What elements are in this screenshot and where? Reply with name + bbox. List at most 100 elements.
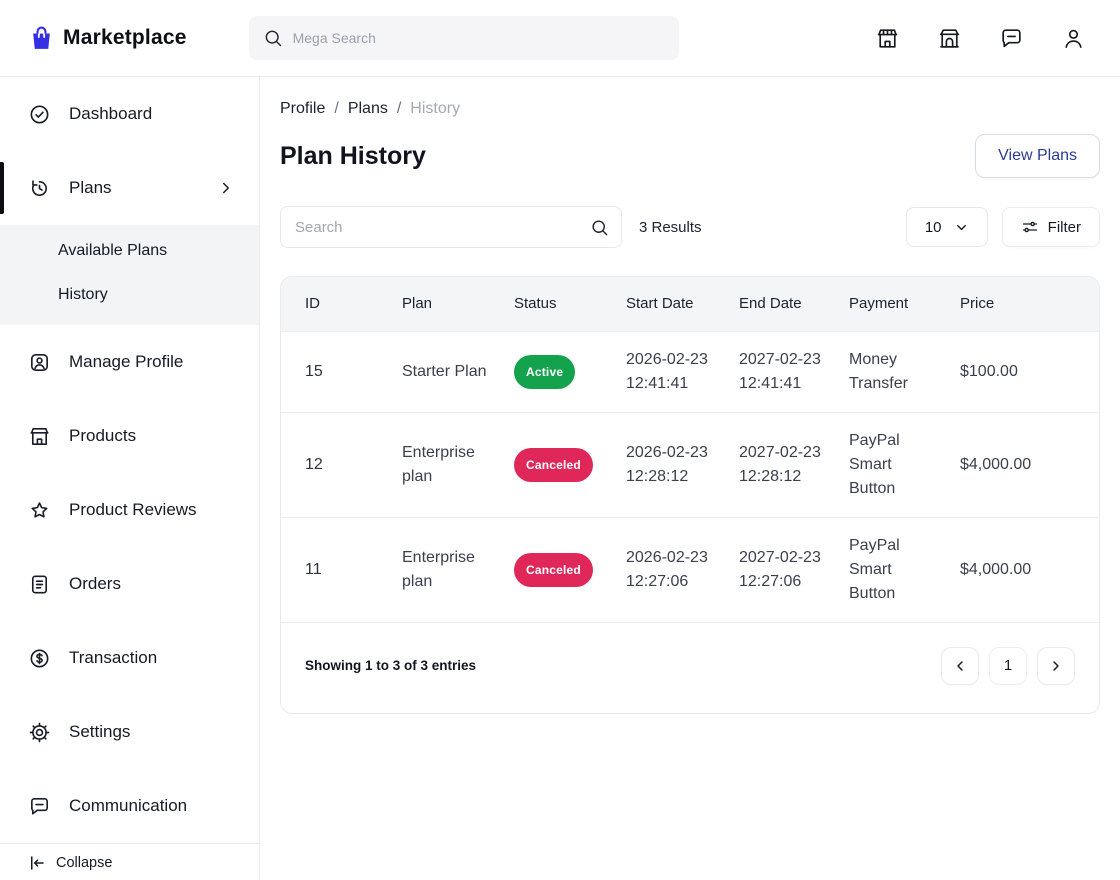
cell-payment: PayPal Smart Button [839, 411, 950, 517]
plans-submenu: Available Plans History [0, 225, 259, 325]
sidebar-item-available-plans[interactable]: Available Plans [0, 229, 259, 273]
sidebar-item-plans[interactable]: Plans [0, 151, 259, 225]
search-icon[interactable] [590, 218, 609, 237]
chevron-right-icon [1048, 658, 1064, 674]
cell-price: $4,000.00 [950, 411, 1099, 517]
search-icon [263, 28, 283, 48]
plan-history-table: ID Plan Status Start Date End Date Payme… [281, 277, 1099, 622]
cell-start-date: 2026-02-23 12:28:12 [616, 411, 729, 517]
breadcrumb-separator: / [334, 100, 339, 117]
document-list-icon [28, 573, 51, 596]
table-search-input[interactable] [295, 218, 590, 236]
topbar-actions [874, 25, 1086, 51]
page-size-select[interactable]: 10 [905, 207, 988, 247]
cell-id: 15 [281, 330, 392, 412]
global-search-input[interactable] [292, 30, 665, 46]
brand-name: Marketplace [63, 26, 187, 49]
cell-plan: Starter Plan [392, 330, 504, 412]
cell-payment: PayPal Smart Button [839, 516, 950, 622]
cell-price: $4,000.00 [950, 516, 1099, 622]
market-icon[interactable] [936, 25, 962, 51]
cell-end-date: 2027-02-23 12:28:12 [729, 411, 839, 517]
sidebar-item-orders[interactable]: Orders [0, 547, 259, 621]
filter-button[interactable]: Filter [1001, 207, 1100, 247]
column-header-start-date: Start Date [626, 295, 694, 313]
pagination: 1 [941, 646, 1075, 685]
status-badge: Canceled [514, 447, 593, 482]
breadcrumb-plans[interactable]: Plans [347, 100, 388, 117]
column-header-id: ID [305, 295, 320, 313]
sidebar-item-label: Transaction [69, 648, 158, 667]
brand-logo[interactable]: Marketplace [28, 25, 187, 52]
cell-start-date: 2026-02-23 12:41:41 [616, 330, 729, 412]
cell-start-date: 2026-02-23 12:27:06 [616, 516, 729, 622]
table-header-row: ID Plan Status Start Date End Date Payme… [281, 277, 1099, 331]
sidebar-item-communication[interactable]: Communication [0, 769, 259, 843]
filter-label: Filter [1047, 218, 1081, 236]
breadcrumb-profile[interactable]: Profile [280, 100, 326, 117]
sidebar-item-label: Plans [69, 178, 112, 197]
next-page-button[interactable] [1037, 646, 1075, 685]
column-header-price: Price [960, 295, 995, 313]
sidebar-item-manage-profile[interactable]: Manage Profile [0, 325, 259, 399]
prev-page-button[interactable] [941, 646, 979, 685]
results-count: 3 Results [639, 218, 702, 236]
breadcrumb-separator: / [396, 100, 402, 117]
sidebar-item-label: Settings [69, 722, 131, 741]
global-search[interactable] [248, 16, 679, 60]
filter-sliders-icon [1021, 218, 1039, 236]
star-icon [28, 499, 51, 522]
chevron-down-icon [954, 220, 969, 235]
cell-payment: Money Transfer [839, 330, 950, 412]
sidebar-item-products[interactable]: Products [0, 399, 259, 473]
table-row: 12 Enterprise plan Canceled 2026-02-23 1… [281, 411, 1099, 517]
dollar-circle-icon [28, 647, 51, 670]
column-header-plan: Plan [402, 295, 433, 313]
table-footer: Showing 1 to 3 of 3 entries 1 [281, 621, 1099, 713]
cell-end-date: 2027-02-23 12:41:41 [729, 330, 839, 412]
storefront-icon[interactable] [874, 25, 900, 51]
status-badge: Canceled [514, 552, 593, 587]
cell-plan: Enterprise plan [392, 411, 504, 517]
sidebar-item-product-reviews[interactable]: Product Reviews [0, 473, 259, 547]
sidebar-item-label: Communication [69, 796, 188, 815]
sidebar-item-label: Manage Profile [69, 352, 184, 371]
cell-end-date: 2027-02-23 12:27:06 [729, 516, 839, 622]
cell-id: 12 [281, 411, 392, 517]
column-header-payment: Payment [849, 295, 909, 313]
sidebar-item-transaction[interactable]: Transaction [0, 621, 259, 695]
sidebar-item-settings[interactable]: Settings [0, 695, 259, 769]
chevron-left-icon [952, 658, 968, 674]
page-number-button[interactable]: 1 [989, 646, 1027, 685]
table-search[interactable] [280, 206, 622, 248]
cell-plan: Enterprise plan [392, 516, 504, 622]
sidebar-item-label: Orders [69, 574, 121, 593]
sidebar-item-history[interactable]: History [0, 273, 259, 317]
plan-history-table-card: ID Plan Status Start Date End Date Payme… [280, 276, 1100, 714]
history-icon [28, 177, 51, 200]
main-content: Profile / Plans / History Plan History V… [260, 77, 1120, 880]
view-plans-button[interactable]: View Plans [975, 134, 1100, 178]
chat-bubble-icon [28, 795, 51, 818]
table-row: 11 Enterprise plan Canceled 2026-02-23 1… [281, 516, 1099, 622]
collapse-arrow-icon [28, 854, 46, 872]
storefront-icon [28, 425, 51, 448]
page-title: Plan History [280, 141, 426, 170]
user-icon[interactable] [1060, 25, 1086, 51]
table-row: 15 Starter Plan Active 2026-02-23 12:41:… [281, 330, 1099, 412]
shopping-bag-icon [28, 25, 55, 52]
status-badge: Active [514, 354, 576, 389]
sidebar-collapse-button[interactable]: Collapse [0, 843, 259, 880]
gear-icon [28, 721, 51, 744]
sidebar-item-dashboard[interactable]: Dashboard [0, 77, 259, 151]
collapse-label: Collapse [56, 854, 113, 871]
dashboard-check-icon [28, 103, 51, 126]
cell-status: Canceled [504, 411, 616, 517]
column-header-status: Status [514, 295, 557, 313]
breadcrumb: Profile / Plans / History [280, 100, 1100, 118]
sidebar-item-label: Products [69, 426, 137, 445]
sidebar-item-label: Dashboard [69, 104, 153, 123]
column-header-end-date: End Date [739, 295, 802, 313]
chat-icon[interactable] [998, 25, 1024, 51]
breadcrumb-history: History [410, 100, 461, 117]
